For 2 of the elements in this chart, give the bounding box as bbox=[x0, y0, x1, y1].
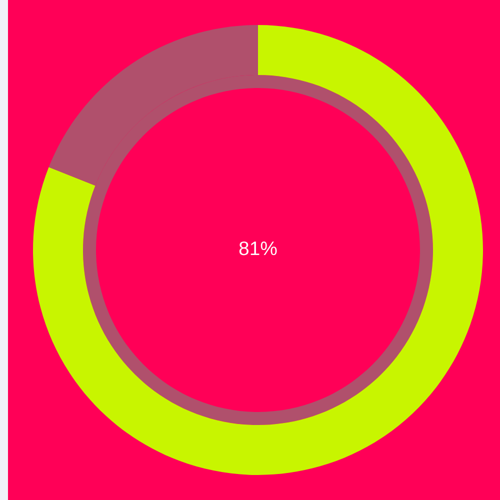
donut-slice bbox=[33, 25, 483, 475]
data-label: 81% bbox=[239, 241, 277, 256]
